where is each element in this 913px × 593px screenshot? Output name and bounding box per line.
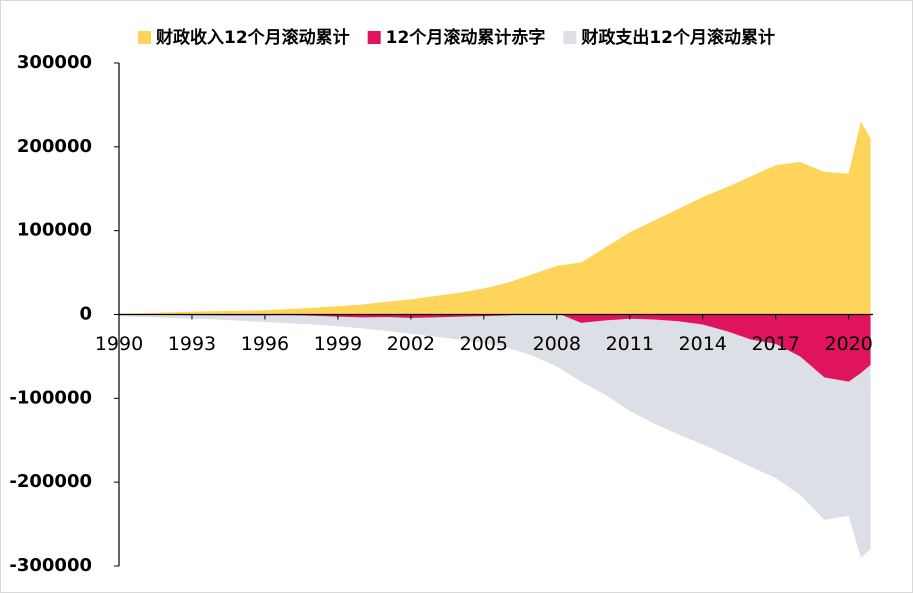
- x-tick-label: 2011: [606, 333, 654, 355]
- y-tick-label: 200000: [17, 136, 92, 157]
- x-tick-label: 2008: [533, 333, 581, 355]
- x-tick-label: 1999: [314, 333, 362, 355]
- x-tick-label: 2017: [752, 333, 800, 355]
- legend-label: 财政支出12个月滚动累计: [580, 27, 775, 48]
- y-tick-label: 300000: [17, 52, 92, 73]
- y-tick-label: -300000: [9, 555, 92, 576]
- x-tick-label: 1990: [95, 333, 143, 355]
- x-tick-label: 1993: [168, 333, 216, 355]
- area: [119, 121, 871, 315]
- legend-swatch: [563, 31, 577, 44]
- y-tick-label: -200000: [9, 471, 92, 492]
- legend-label: 财政收入12个月滚动累计: [155, 27, 350, 48]
- area: [119, 312, 871, 382]
- x-tick-label: 2020: [824, 333, 872, 355]
- x-tick-label: 2005: [460, 333, 508, 355]
- y-tick-label: 0: [79, 304, 92, 325]
- x-tick-label: 1996: [241, 333, 289, 355]
- legend-swatch: [138, 31, 151, 44]
- legend-swatch: [367, 31, 381, 44]
- y-tick-label: -100000: [9, 387, 92, 408]
- y-tick-label: 100000: [17, 220, 92, 241]
- legend-label: 12个月滚动累计赤字: [386, 27, 546, 48]
- x-tick-label: 2002: [387, 333, 435, 355]
- x-tick-label: 2014: [679, 333, 727, 355]
- area: [119, 314, 871, 558]
